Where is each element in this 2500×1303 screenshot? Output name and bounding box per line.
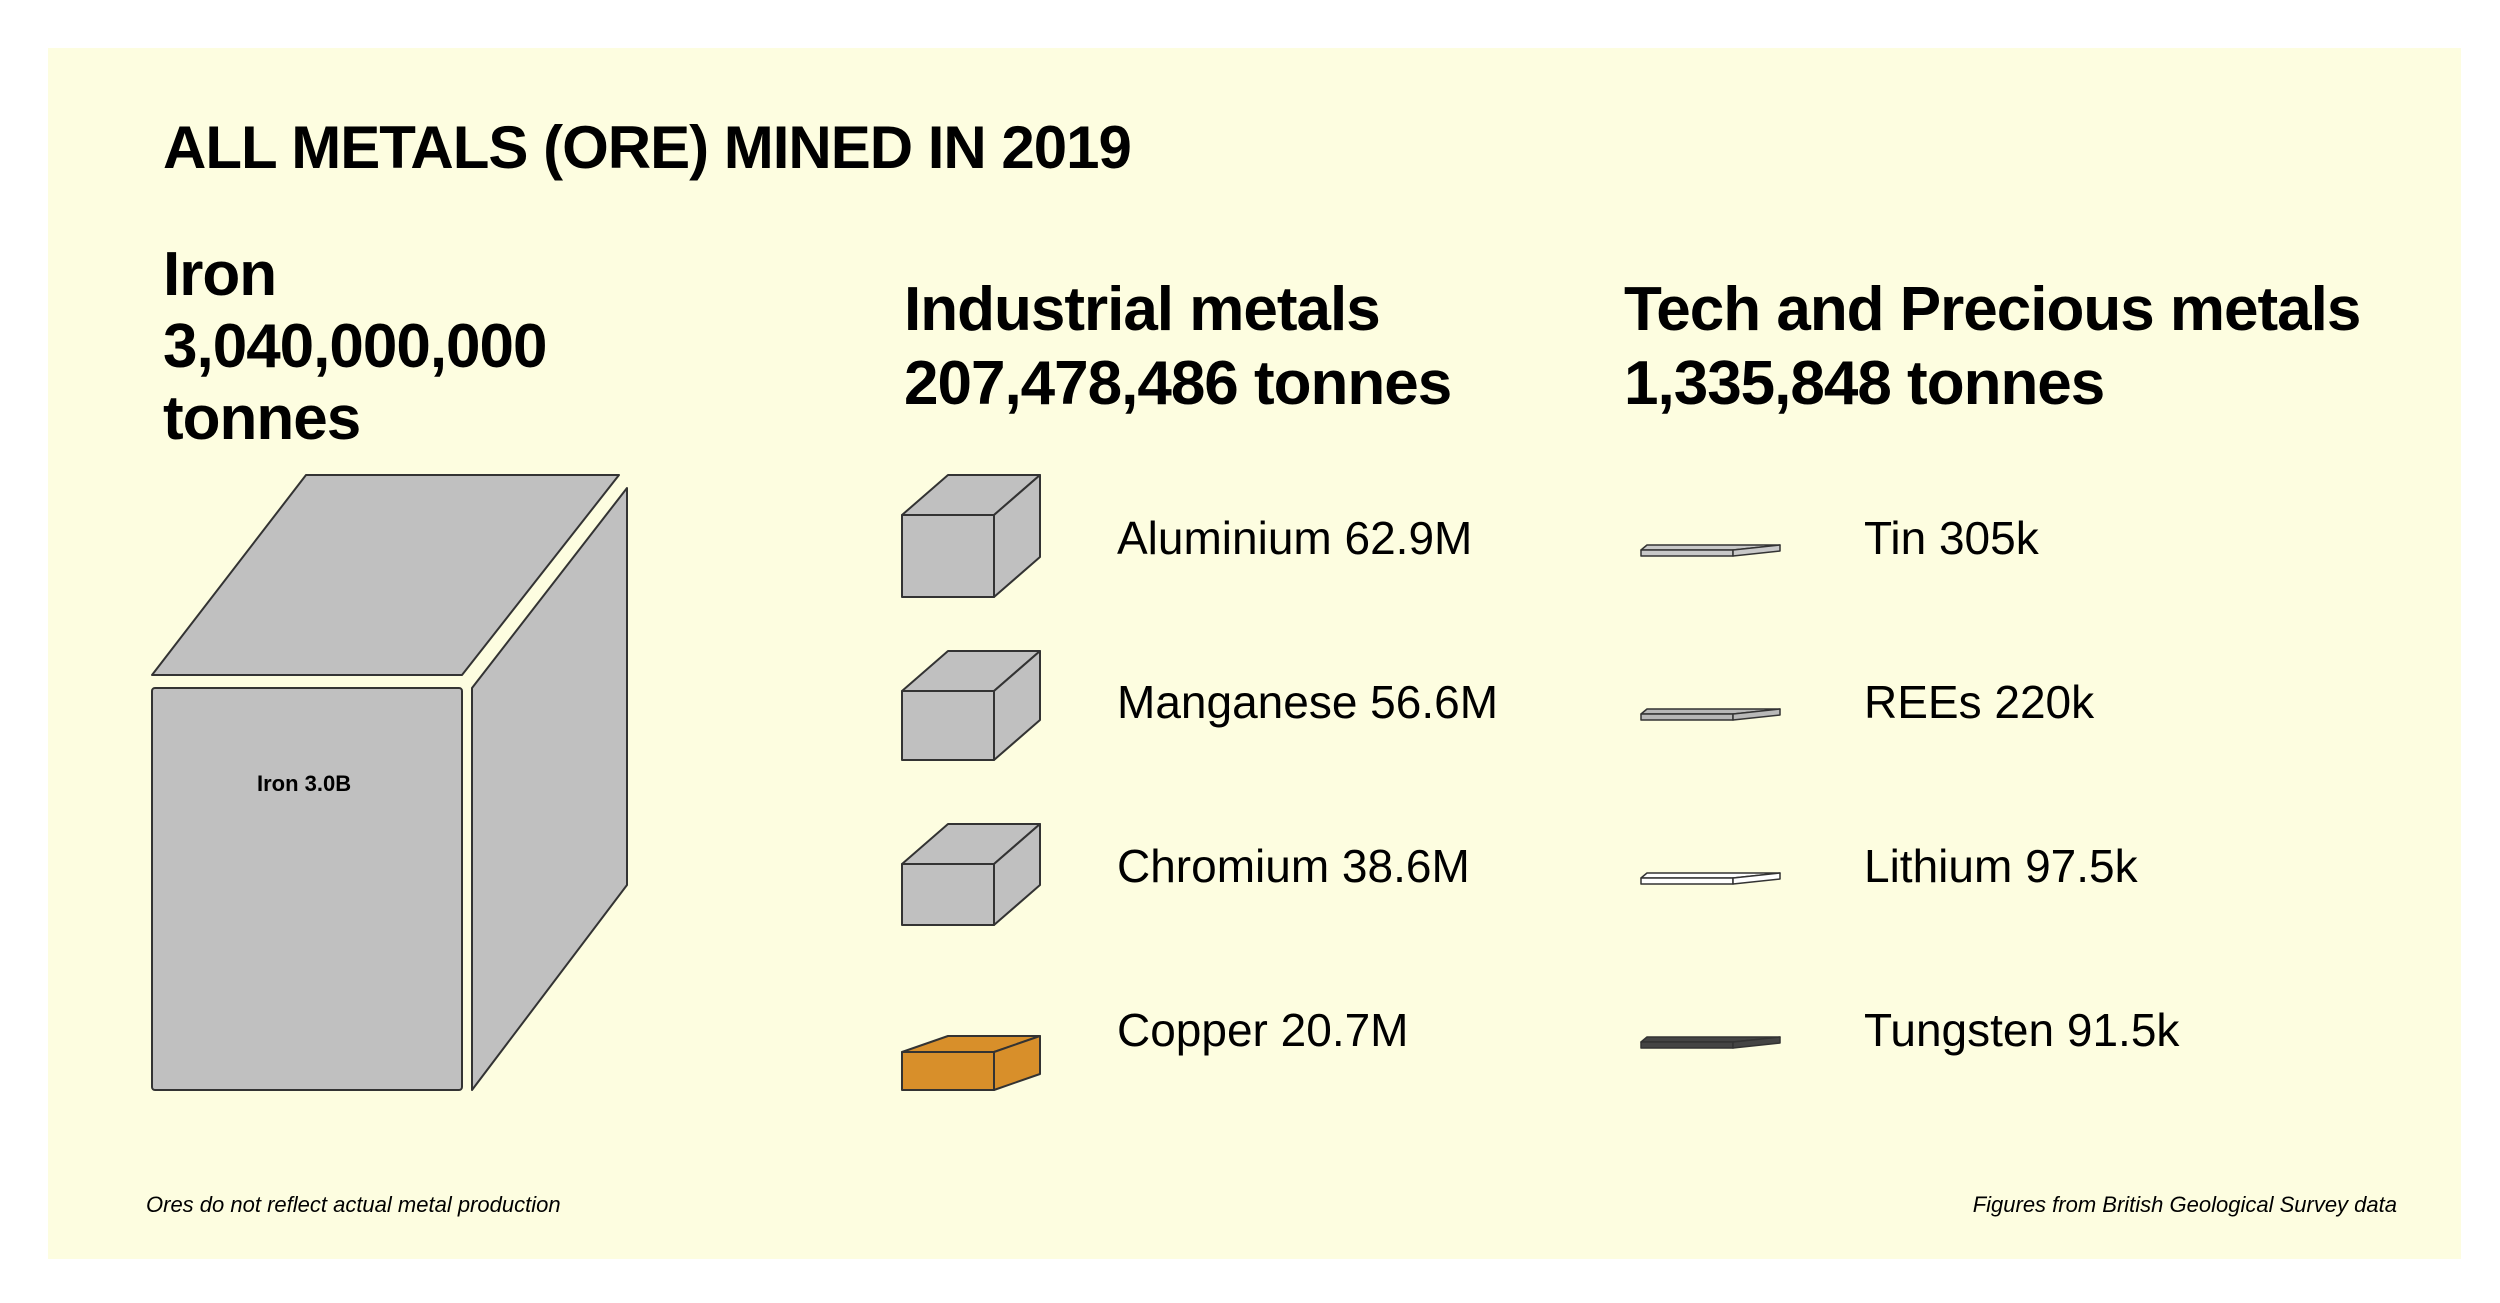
slab-front xyxy=(1640,1041,1734,1049)
item-label: Tin 305k xyxy=(1864,512,2039,564)
item-label: Manganese 56.6M xyxy=(1117,676,1499,728)
cube-front xyxy=(901,690,995,761)
item-label: Chromium 38.6M xyxy=(1117,840,1470,892)
group-name: Tech and Precious metals xyxy=(1624,275,2361,344)
slab-side xyxy=(1732,1036,1781,1049)
cube-side xyxy=(993,1035,1041,1091)
group-name: Iron xyxy=(163,240,277,309)
footnote: Ores do not reflect actual metal product… xyxy=(146,1192,561,1217)
cube-side xyxy=(993,474,1041,598)
cube-side xyxy=(471,487,628,1091)
cube-front xyxy=(901,514,995,598)
footnote: Figures from British Geological Survey d… xyxy=(1972,1192,2397,1217)
item-label: Copper 20.7M xyxy=(1117,1004,1409,1056)
group-total: 3,040,000,000 tonnes xyxy=(163,312,548,453)
group-total: 207,478,486 tonnes xyxy=(904,349,1452,418)
cube-side xyxy=(993,823,1041,926)
item-label: Aluminium 62.9M xyxy=(1117,512,1473,564)
slab-side xyxy=(1732,544,1781,557)
slab-front xyxy=(1640,713,1734,721)
cube-top xyxy=(151,474,620,676)
cube-label: Iron 3.0B xyxy=(257,771,352,796)
slab-side xyxy=(1732,708,1781,721)
item-label: Lithium 97.5k xyxy=(1864,840,2138,892)
slab-front xyxy=(1640,549,1734,557)
cube-front xyxy=(901,1051,995,1091)
slab-side xyxy=(1732,872,1781,885)
cube-front xyxy=(151,687,463,1091)
title: ALL METALS (ORE) MINED IN 2019 xyxy=(163,114,1132,181)
group-total: 1,335,848 tonnes xyxy=(1624,349,2105,418)
cube-front xyxy=(901,863,995,926)
slab-front xyxy=(1640,877,1734,885)
item-label: Tungsten 91.5k xyxy=(1864,1004,2180,1056)
group-name: Industrial metals xyxy=(904,275,1381,344)
item-label: REEs 220k xyxy=(1864,676,2095,728)
cube-side xyxy=(993,650,1041,761)
